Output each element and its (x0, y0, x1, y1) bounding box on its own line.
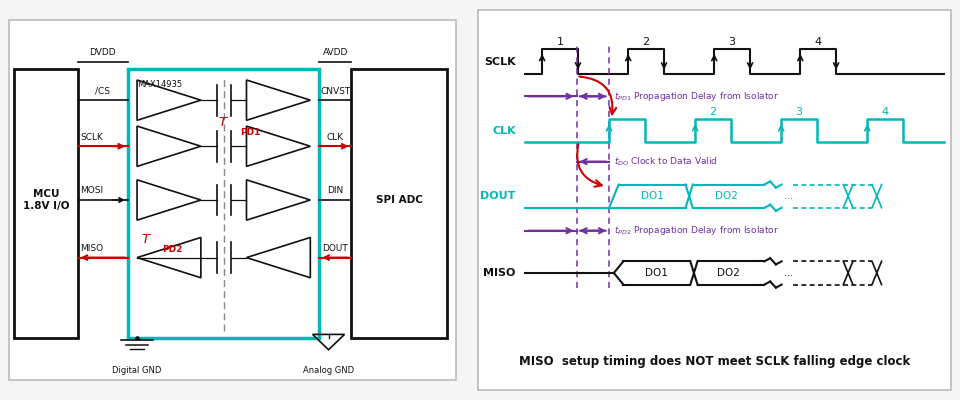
Text: Digital GND: Digital GND (112, 366, 161, 375)
Text: /CS: /CS (95, 86, 110, 96)
Text: 3: 3 (796, 107, 803, 117)
Text: MAX14935: MAX14935 (137, 80, 182, 89)
Text: PD1: PD1 (240, 128, 260, 137)
Text: 3: 3 (729, 37, 735, 47)
Text: CLK: CLK (492, 126, 516, 136)
Text: SCLK: SCLK (80, 133, 103, 142)
Text: DIN: DIN (327, 186, 344, 195)
Text: ...: ... (783, 268, 793, 278)
Text: MCU
1.8V I/O: MCU 1.8V I/O (23, 189, 69, 211)
Text: DOUT: DOUT (480, 191, 516, 201)
Text: $T$: $T$ (218, 116, 229, 129)
Text: 2: 2 (642, 37, 650, 47)
Text: $T$: $T$ (141, 233, 152, 246)
FancyBboxPatch shape (128, 70, 320, 338)
FancyBboxPatch shape (13, 70, 78, 338)
Text: Analog GND: Analog GND (303, 366, 354, 375)
Text: 1: 1 (557, 37, 564, 47)
Text: $t_{PD1}$ Propagation Delay from Isolator: $t_{PD1}$ Propagation Delay from Isolato… (613, 90, 779, 103)
Text: SPI ADC: SPI ADC (375, 195, 422, 205)
Text: PD2: PD2 (162, 245, 182, 254)
Text: AVDD: AVDD (323, 48, 348, 57)
Text: MISO  setup timing does NOT meet SCLK falling edge clock: MISO setup timing does NOT meet SCLK fal… (518, 355, 910, 368)
Text: $t_{DO}$ Clock to Data Valid: $t_{DO}$ Clock to Data Valid (613, 155, 717, 168)
Text: 4: 4 (815, 37, 822, 47)
Text: DOUT: DOUT (323, 244, 348, 253)
Text: ...: ... (783, 191, 793, 201)
Text: DO1: DO1 (640, 191, 663, 201)
Text: MISO: MISO (484, 268, 516, 278)
Text: SCLK: SCLK (484, 57, 516, 67)
Text: DO2: DO2 (717, 268, 740, 278)
FancyBboxPatch shape (351, 70, 447, 338)
Text: MISO: MISO (80, 244, 103, 253)
Text: DO2: DO2 (715, 191, 737, 201)
Text: DVDD: DVDD (89, 48, 116, 57)
FancyBboxPatch shape (477, 10, 951, 390)
Text: 4: 4 (881, 107, 889, 117)
FancyBboxPatch shape (10, 20, 456, 380)
Text: CLK: CLK (326, 133, 344, 142)
Text: $t_{PD2}$ Propagation Delay from Isolator: $t_{PD2}$ Propagation Delay from Isolato… (613, 224, 779, 237)
Text: DO1: DO1 (645, 268, 668, 278)
Text: MOSI: MOSI (80, 186, 103, 195)
Text: CNVST: CNVST (321, 86, 350, 96)
Text: 2: 2 (709, 107, 716, 117)
